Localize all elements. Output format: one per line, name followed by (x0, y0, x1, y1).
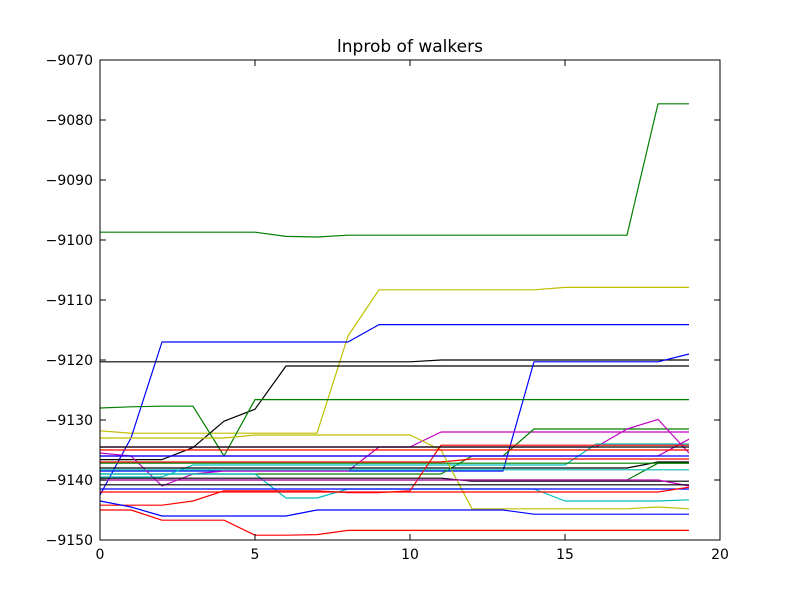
y-tick-label: −9150 (46, 533, 93, 549)
series-line-13 (100, 458, 689, 463)
series-line-4 (100, 359, 689, 363)
series-line-3 (99, 324, 689, 496)
series-line-1 (100, 103, 689, 238)
plot-frame (99, 59, 721, 541)
series-line-16 (100, 434, 690, 510)
series-line-7 (99, 399, 689, 457)
y-tick-label: −9130 (46, 413, 93, 429)
series-line-2 (99, 286, 689, 434)
series-line-6 (100, 353, 690, 472)
x-tick-label: 5 (251, 547, 260, 563)
series-line-5 (100, 365, 689, 461)
x-tick-label: 0 (96, 547, 105, 563)
series-line-28 (100, 479, 690, 487)
series-layer (99, 103, 690, 536)
series-line-20 (99, 500, 689, 517)
y-tick-label: −9090 (46, 173, 93, 189)
y-tick-label: −9100 (46, 233, 93, 249)
series-line-24 (100, 477, 689, 482)
y-tick-label: −9110 (46, 293, 93, 309)
x-tick-label: 20 (711, 547, 729, 563)
y-tick-label: −9070 (46, 53, 93, 69)
series-line-14 (100, 461, 689, 469)
y-tick-label: −9140 (46, 473, 93, 489)
tick-labels-layer: 0 5 10 15 20 −9150 −9140 −9130 −9120 −9110 −9100 −9… (46, 53, 729, 563)
series-line-29 (100, 486, 690, 493)
x-tick-label: 15 (556, 547, 574, 563)
x-tick-label: 10 (401, 547, 419, 563)
series-line-21 (100, 509, 689, 536)
y-tick-label: −9120 (46, 353, 93, 369)
y-tick-label: −9080 (46, 113, 93, 129)
chart-title: lnprob of walkers (337, 37, 483, 57)
